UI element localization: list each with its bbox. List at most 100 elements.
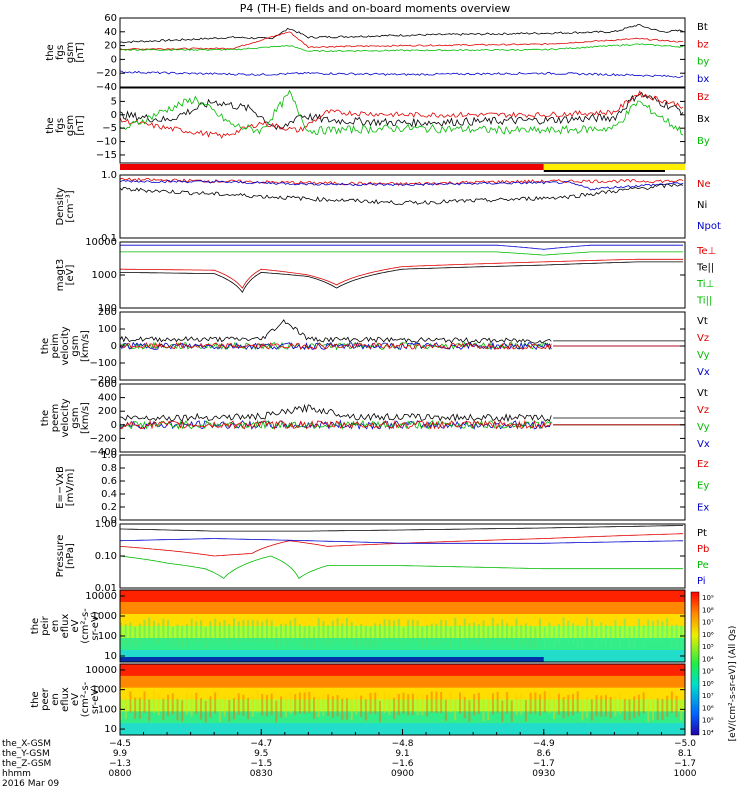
heatmap-streak	[534, 692, 537, 714]
heatmap-streak	[524, 623, 527, 645]
series-bx	[119, 70, 684, 78]
heatmap-streak	[539, 694, 542, 716]
y-tick-label: 5	[111, 96, 117, 107]
heatmap-streak	[167, 620, 170, 642]
legend-Ne: Ne	[697, 179, 711, 190]
heatmap-streak	[529, 692, 532, 715]
y-axis-label: en	[50, 693, 61, 706]
x-row-value: −4.8	[392, 739, 414, 749]
legend-Pb: Pb	[697, 544, 709, 555]
heatmap-streak	[520, 624, 523, 647]
series-Npot	[119, 179, 684, 191]
heatmap-streak	[586, 617, 589, 640]
panel-p1	[119, 17, 686, 88]
heatmap-streak	[459, 625, 461, 647]
y-axis-label: peem	[50, 404, 61, 432]
y-tick-label: 0.2	[101, 502, 117, 513]
legend-Ex: Ex	[697, 502, 709, 513]
heatmap-streak	[416, 693, 419, 716]
heatmap-streak	[430, 691, 433, 713]
heatmap-streak	[496, 691, 499, 714]
y-axis-label: [nPa]	[65, 543, 76, 569]
heatmap-streak	[327, 694, 330, 716]
heatmap-streak	[520, 693, 523, 716]
y-tick-label: 0.8	[101, 463, 117, 474]
heatmap-streak	[444, 620, 447, 642]
heatmap-streak	[539, 618, 542, 641]
y-axis-label: gsm	[65, 115, 76, 136]
heatmap-streak	[576, 691, 579, 713]
heatmap-streak	[308, 625, 311, 648]
status-bar-yellow	[543, 164, 685, 170]
y-tick-label: −10	[96, 137, 117, 148]
heatmap-streak	[670, 625, 673, 647]
colorbar-tick: 10⁴	[702, 655, 714, 663]
series-Pt	[120, 525, 684, 532]
heatmap-streak	[675, 624, 678, 647]
x-row-value: 9.1	[395, 749, 409, 759]
heatmap-p10	[120, 664, 685, 735]
heatmap-streak	[642, 692, 645, 714]
heatmap-streak	[440, 691, 443, 714]
panel-p5	[119, 311, 686, 381]
y-axis-label: eV	[70, 619, 81, 632]
x-row-value: −1.5	[250, 759, 272, 769]
heatmap-streak	[176, 624, 179, 647]
heatmap-streak	[298, 692, 301, 714]
panel-p8	[119, 523, 686, 589]
colorbar-tick: 10⁴	[702, 729, 714, 737]
heatmap-band	[120, 675, 685, 689]
heatmap-streak	[289, 692, 292, 714]
heatmap-streak	[360, 695, 363, 717]
heatmap-streak	[510, 700, 513, 722]
heatmap-band	[120, 602, 685, 615]
heatmap-streak	[138, 623, 141, 646]
heatmap-p9	[120, 590, 685, 662]
y-axis-label: [cm⁻³]	[65, 190, 76, 222]
y-tick-label: −400	[90, 447, 117, 458]
y-tick-label: 60	[104, 13, 117, 24]
series-Vy	[119, 341, 552, 351]
heatmap-streak	[463, 696, 466, 719]
x-row-value: −4.9	[533, 739, 555, 749]
heatmap-streak	[185, 624, 188, 647]
heatmap-streak	[256, 620, 259, 643]
heatmap-streak	[656, 698, 659, 720]
heatmap-streak	[313, 626, 316, 649]
y-axis-label: gsm	[65, 42, 76, 63]
heatmap-streak	[388, 619, 391, 642]
heatmap-streak	[576, 624, 579, 647]
heatmap-streak	[600, 695, 603, 717]
heatmap-streak	[270, 620, 273, 643]
heatmap-streak	[407, 619, 410, 642]
legend-Vx: Vx	[697, 439, 710, 450]
colorbar	[690, 591, 700, 736]
series-Pi	[120, 538, 684, 544]
heatmap-streak	[661, 621, 664, 643]
heatmap-streak	[496, 623, 499, 646]
y-tick-label: 0	[111, 110, 117, 121]
heatmap-streak	[148, 617, 151, 640]
heatmap-streak	[595, 626, 598, 649]
heatmap-streak	[233, 618, 235, 640]
heatmap-streak	[261, 694, 264, 716]
heatmap-streak	[548, 692, 551, 714]
heatmap-streak	[336, 618, 339, 641]
heatmap-streak	[374, 692, 377, 715]
heatmap-streak	[680, 626, 683, 648]
heatmap-streak	[670, 691, 673, 713]
heatmap-streak	[614, 620, 617, 642]
y-tick-label: 100	[98, 324, 117, 335]
heatmap-streak	[284, 695, 287, 718]
heatmap-streak	[120, 622, 122, 645]
y-tick-label: 0	[111, 54, 117, 65]
y-axis-label: Pressure	[55, 535, 66, 578]
heatmap-streak	[251, 619, 254, 642]
y-axis-label: [eV]	[65, 265, 76, 286]
y-tick-label: 1.0	[101, 170, 117, 181]
series-Vx	[119, 419, 552, 430]
x-row-value: −4.5	[109, 739, 131, 749]
panel-p7	[119, 454, 686, 521]
heatmap-streak	[595, 695, 598, 717]
